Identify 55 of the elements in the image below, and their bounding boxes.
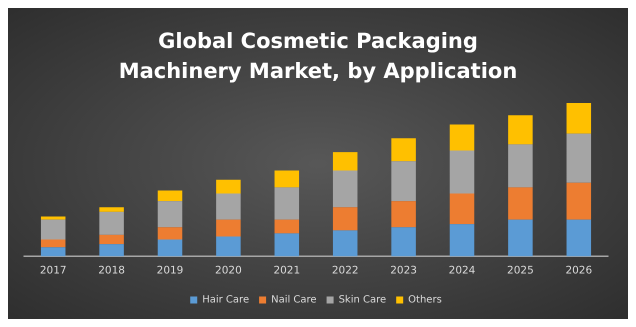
x-tick-label: 2022	[332, 264, 359, 276]
bar	[158, 227, 182, 240]
legend-label: Nail Care	[271, 294, 317, 306]
bar	[274, 233, 300, 256]
bar	[450, 124, 474, 151]
bar	[450, 194, 474, 224]
bar	[566, 103, 592, 134]
bar	[40, 216, 66, 220]
legend-label: Others	[408, 294, 442, 306]
bar	[274, 187, 300, 220]
bar	[391, 161, 416, 202]
bar	[566, 134, 592, 183]
x-tick-label: 2021	[273, 264, 300, 276]
bar	[332, 152, 358, 170]
bar	[99, 212, 124, 235]
bar	[450, 224, 474, 256]
bar	[332, 170, 358, 208]
x-tick-label: 2024	[448, 264, 476, 276]
bar	[391, 227, 416, 256]
legend-label: Skin Care	[338, 294, 386, 306]
bar	[508, 220, 533, 256]
bar	[99, 234, 124, 244]
bar	[332, 230, 358, 256]
x-tick-label: 2026	[565, 264, 592, 276]
bar	[40, 247, 66, 256]
bar	[391, 138, 416, 162]
x-tick-label: 2023	[390, 264, 417, 276]
bar	[274, 170, 300, 188]
bar	[391, 201, 416, 228]
chart-title: Global Cosmetic Packaging Machinery Market, by Application	[118, 28, 518, 85]
bar	[566, 182, 592, 220]
bar	[332, 207, 358, 230]
bar	[508, 187, 533, 220]
bar	[99, 244, 124, 256]
bar	[508, 144, 533, 188]
bar	[216, 180, 241, 194]
bar	[450, 150, 474, 194]
bar	[508, 115, 533, 144]
bar	[216, 220, 241, 236]
legend-label: Hair Care	[202, 294, 250, 306]
x-tick-label: 2025	[507, 264, 534, 276]
bar	[274, 220, 300, 234]
bar	[158, 201, 182, 228]
x-tick-label: 2019	[156, 264, 184, 276]
x-tick-label: 2020	[215, 264, 242, 276]
bar	[216, 194, 241, 220]
x-tick-label: 2018	[98, 264, 125, 276]
bar	[99, 207, 124, 212]
bar	[40, 220, 66, 240]
bar	[158, 240, 182, 256]
bar	[216, 236, 241, 256]
bar	[566, 220, 592, 256]
bar	[40, 240, 66, 248]
x-tick-label: 2017	[40, 264, 67, 276]
bar	[158, 190, 182, 202]
